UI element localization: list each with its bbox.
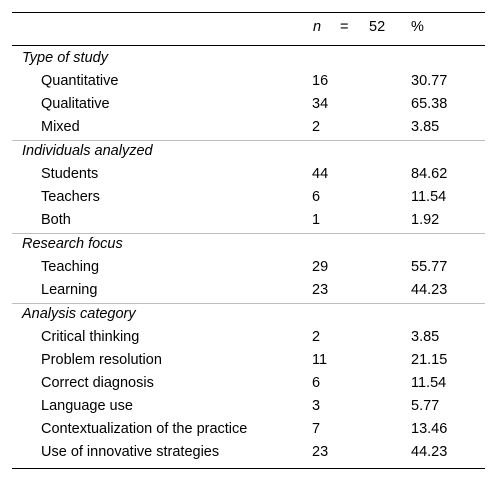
table-row: Problem resolution 11 21.15 xyxy=(12,350,485,373)
group-title-row: Individuals analyzed xyxy=(12,141,485,164)
row-n: 2 xyxy=(312,119,321,135)
row-n: 7 xyxy=(312,421,321,437)
group-analysis-category: Analysis category Critical thinking 2 3.… xyxy=(12,303,485,465)
row-n: 29 xyxy=(312,259,329,275)
row-label: Teaching xyxy=(41,259,100,275)
row-label: Correct diagnosis xyxy=(41,375,154,391)
row-percent: 11.54 xyxy=(411,189,447,205)
table-row: Qualitative 34 65.38 xyxy=(12,94,485,117)
row-label: Students xyxy=(41,166,99,182)
n-value: 52 xyxy=(369,19,386,35)
row-percent: 65.38 xyxy=(411,96,448,112)
table-row: Critical thinking 2 3.85 xyxy=(12,327,485,350)
data-table: n = 52 % Type of study Quantitative 16 3… xyxy=(12,12,485,469)
row-percent: 44.23 xyxy=(411,444,448,460)
table-row: Both 1 1.92 xyxy=(12,210,485,233)
group-title: Individuals analyzed xyxy=(22,143,153,159)
group-title-row: Analysis category xyxy=(12,304,485,327)
group-title-row: Research focus xyxy=(12,234,485,257)
row-label: Qualitative xyxy=(41,96,110,112)
equals-sign: = xyxy=(340,19,349,35)
table-body: Type of study Quantitative 16 30.77 Qual… xyxy=(12,46,485,469)
row-n: 2 xyxy=(312,329,321,345)
row-label: Language use xyxy=(41,398,133,414)
table-row: Contextualization of the practice 7 13.4… xyxy=(12,419,485,442)
row-label: Problem resolution xyxy=(41,352,162,368)
group-title: Type of study xyxy=(22,50,108,66)
row-n: 11 xyxy=(312,352,328,368)
row-n: 44 xyxy=(312,166,329,182)
group-title-row: Type of study xyxy=(12,48,485,71)
row-percent: 21.15 xyxy=(411,352,448,368)
group-type-of-study: Type of study Quantitative 16 30.77 Qual… xyxy=(12,48,485,140)
table-row: Use of innovative strategies 23 44.23 xyxy=(12,442,485,465)
row-percent: 3.85 xyxy=(411,329,440,345)
row-label: Contextualization of the practice xyxy=(41,421,248,437)
row-n: 1 xyxy=(312,212,321,228)
percent-label: % xyxy=(411,19,424,35)
row-percent: 55.77 xyxy=(411,259,448,275)
row-n: 6 xyxy=(312,375,321,391)
group-individuals-analyzed: Individuals analyzed Students 44 84.62 T… xyxy=(12,140,485,233)
row-label: Mixed xyxy=(41,119,80,135)
table-header: n = 52 % xyxy=(12,12,485,46)
row-n: 16 xyxy=(312,73,329,89)
row-n: 34 xyxy=(312,96,329,112)
group-title: Analysis category xyxy=(22,306,136,322)
table-row: Mixed 2 3.85 xyxy=(12,117,485,140)
table-row: Teachers 6 11.54 xyxy=(12,187,485,210)
row-n: 23 xyxy=(312,282,329,298)
row-percent: 5.77 xyxy=(411,398,440,414)
row-percent: 44.23 xyxy=(411,282,448,298)
row-n: 3 xyxy=(312,398,321,414)
row-percent: 11.54 xyxy=(411,375,447,391)
table-row: Teaching 29 55.77 xyxy=(12,257,485,280)
row-label: Teachers xyxy=(41,189,100,205)
row-n: 23 xyxy=(312,444,329,460)
group-title: Research focus xyxy=(22,236,123,252)
row-label: Use of innovative strategies xyxy=(41,444,220,460)
row-label: Quantitative xyxy=(41,73,119,89)
table-row: Correct diagnosis 6 11.54 xyxy=(12,373,485,396)
table-row: Learning 23 44.23 xyxy=(12,280,485,303)
table-row: Students 44 84.62 xyxy=(12,164,485,187)
row-percent: 84.62 xyxy=(411,166,448,182)
row-percent: 3.85 xyxy=(411,119,440,135)
row-percent: 13.46 xyxy=(411,421,448,437)
group-research-focus: Research focus Teaching 29 55.77 Learnin… xyxy=(12,233,485,303)
row-label: Both xyxy=(41,212,71,228)
n-label: n xyxy=(313,19,322,35)
row-percent: 30.77 xyxy=(411,73,448,89)
row-percent: 1.92 xyxy=(411,212,440,228)
row-n: 6 xyxy=(312,189,321,205)
row-label: Learning xyxy=(41,282,98,298)
table-row: Language use 3 5.77 xyxy=(12,396,485,419)
row-label: Critical thinking xyxy=(41,329,140,345)
table-row: Quantitative 16 30.77 xyxy=(12,71,485,94)
